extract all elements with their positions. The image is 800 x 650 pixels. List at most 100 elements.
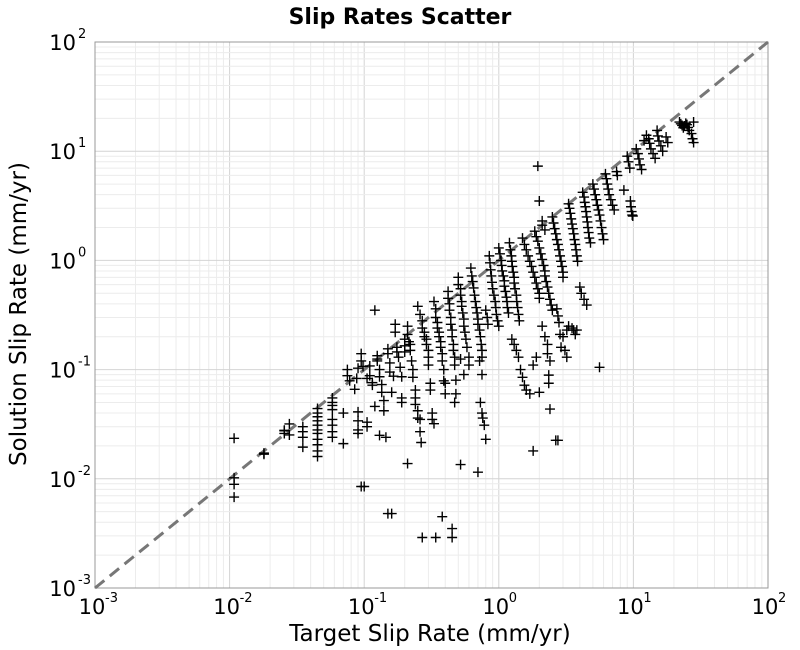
- y-tick-exponent: 1: [78, 136, 86, 151]
- data-point: [601, 173, 612, 184]
- data-point: [344, 375, 355, 386]
- data-point: [519, 239, 530, 250]
- data-point: [622, 151, 633, 162]
- data-point: [416, 437, 427, 448]
- y-tick-base: 10: [49, 468, 76, 492]
- data-point: [494, 248, 505, 259]
- data-point: [512, 302, 523, 313]
- data-point: [229, 492, 240, 503]
- data-point: [532, 161, 543, 172]
- data-point: [369, 401, 380, 412]
- data-point: [534, 293, 545, 304]
- data-point: [417, 323, 428, 334]
- data-point: [636, 164, 647, 175]
- data-point: [502, 302, 513, 313]
- data-point: [532, 283, 543, 294]
- data-point: [415, 426, 426, 437]
- data-point: [353, 415, 364, 426]
- plot-frame: [94, 41, 769, 589]
- data-point: [327, 432, 338, 443]
- data-point: [546, 300, 557, 311]
- data-point: [428, 418, 439, 429]
- data-point: [258, 449, 269, 460]
- data-point: [600, 168, 611, 179]
- y-tick-exponent: -1: [78, 355, 91, 370]
- data-point: [453, 279, 464, 290]
- data-point: [528, 445, 539, 456]
- data-point: [445, 319, 456, 330]
- data-point: [655, 140, 666, 151]
- data-point: [604, 189, 615, 200]
- data-point: [511, 345, 522, 356]
- data-point: [577, 187, 588, 198]
- x-tick-label: 10 0: [482, 591, 517, 619]
- data-point: [585, 237, 596, 248]
- data-point: [450, 388, 461, 399]
- data-point: [609, 204, 620, 215]
- data-point: [229, 479, 240, 490]
- data-point: [529, 226, 540, 237]
- data-point: [569, 234, 580, 245]
- y-tick-label: 10 -2: [49, 464, 91, 492]
- data-point: [558, 331, 569, 342]
- data-point: [652, 125, 663, 136]
- x-tick-exponent: -3: [105, 591, 118, 606]
- data-point: [607, 200, 618, 211]
- data-point: [561, 352, 572, 363]
- data-point: [553, 317, 564, 328]
- data-point: [297, 432, 308, 443]
- data-point: [353, 363, 364, 374]
- data-point: [437, 511, 448, 522]
- data-point: [535, 248, 546, 259]
- data-point: [635, 159, 646, 170]
- data-point: [534, 387, 545, 398]
- data-point: [555, 250, 566, 261]
- data-point: [430, 312, 441, 323]
- y-tick-base: 10: [49, 140, 76, 164]
- data-point: [351, 373, 362, 384]
- data-point: [384, 357, 395, 368]
- data-point: [648, 148, 659, 159]
- data-point: [579, 294, 590, 305]
- data-point: [524, 256, 535, 267]
- data-point: [362, 421, 373, 432]
- data-point: [526, 261, 537, 272]
- data-point: [434, 331, 445, 342]
- data-point: [476, 408, 487, 419]
- data-point: [455, 290, 466, 301]
- data-point: [680, 118, 691, 129]
- data-point: [471, 302, 482, 313]
- data-point: [539, 224, 550, 235]
- data-point: [390, 327, 401, 338]
- data-point: [531, 231, 542, 242]
- x-tick-base: 10: [617, 595, 644, 619]
- data-point: [531, 278, 542, 289]
- data-point: [425, 385, 436, 396]
- data-point: [498, 270, 509, 281]
- data-point: [364, 360, 375, 371]
- reference-line-y-equals-x: [94, 40, 769, 590]
- data-point: [547, 211, 558, 222]
- data-point: [476, 339, 487, 350]
- data-point: [402, 458, 413, 469]
- y-tick-label: 10 0: [49, 245, 86, 273]
- data-point: [598, 234, 609, 245]
- data-point: [380, 432, 391, 443]
- data-point: [455, 459, 466, 470]
- data-point: [396, 397, 407, 408]
- data-point: [440, 388, 451, 399]
- data-point: [570, 329, 581, 340]
- data-point: [528, 360, 539, 371]
- data-point: [500, 286, 511, 297]
- data-point: [564, 203, 575, 214]
- data-point: [428, 296, 439, 307]
- data-point: [572, 256, 583, 267]
- data-point: [589, 184, 600, 195]
- data-point: [432, 323, 443, 334]
- data-point: [557, 261, 568, 272]
- data-point: [539, 270, 550, 281]
- data-point: [443, 293, 454, 304]
- data-point: [430, 303, 441, 314]
- data-point: [662, 137, 673, 148]
- data-point: [374, 371, 385, 382]
